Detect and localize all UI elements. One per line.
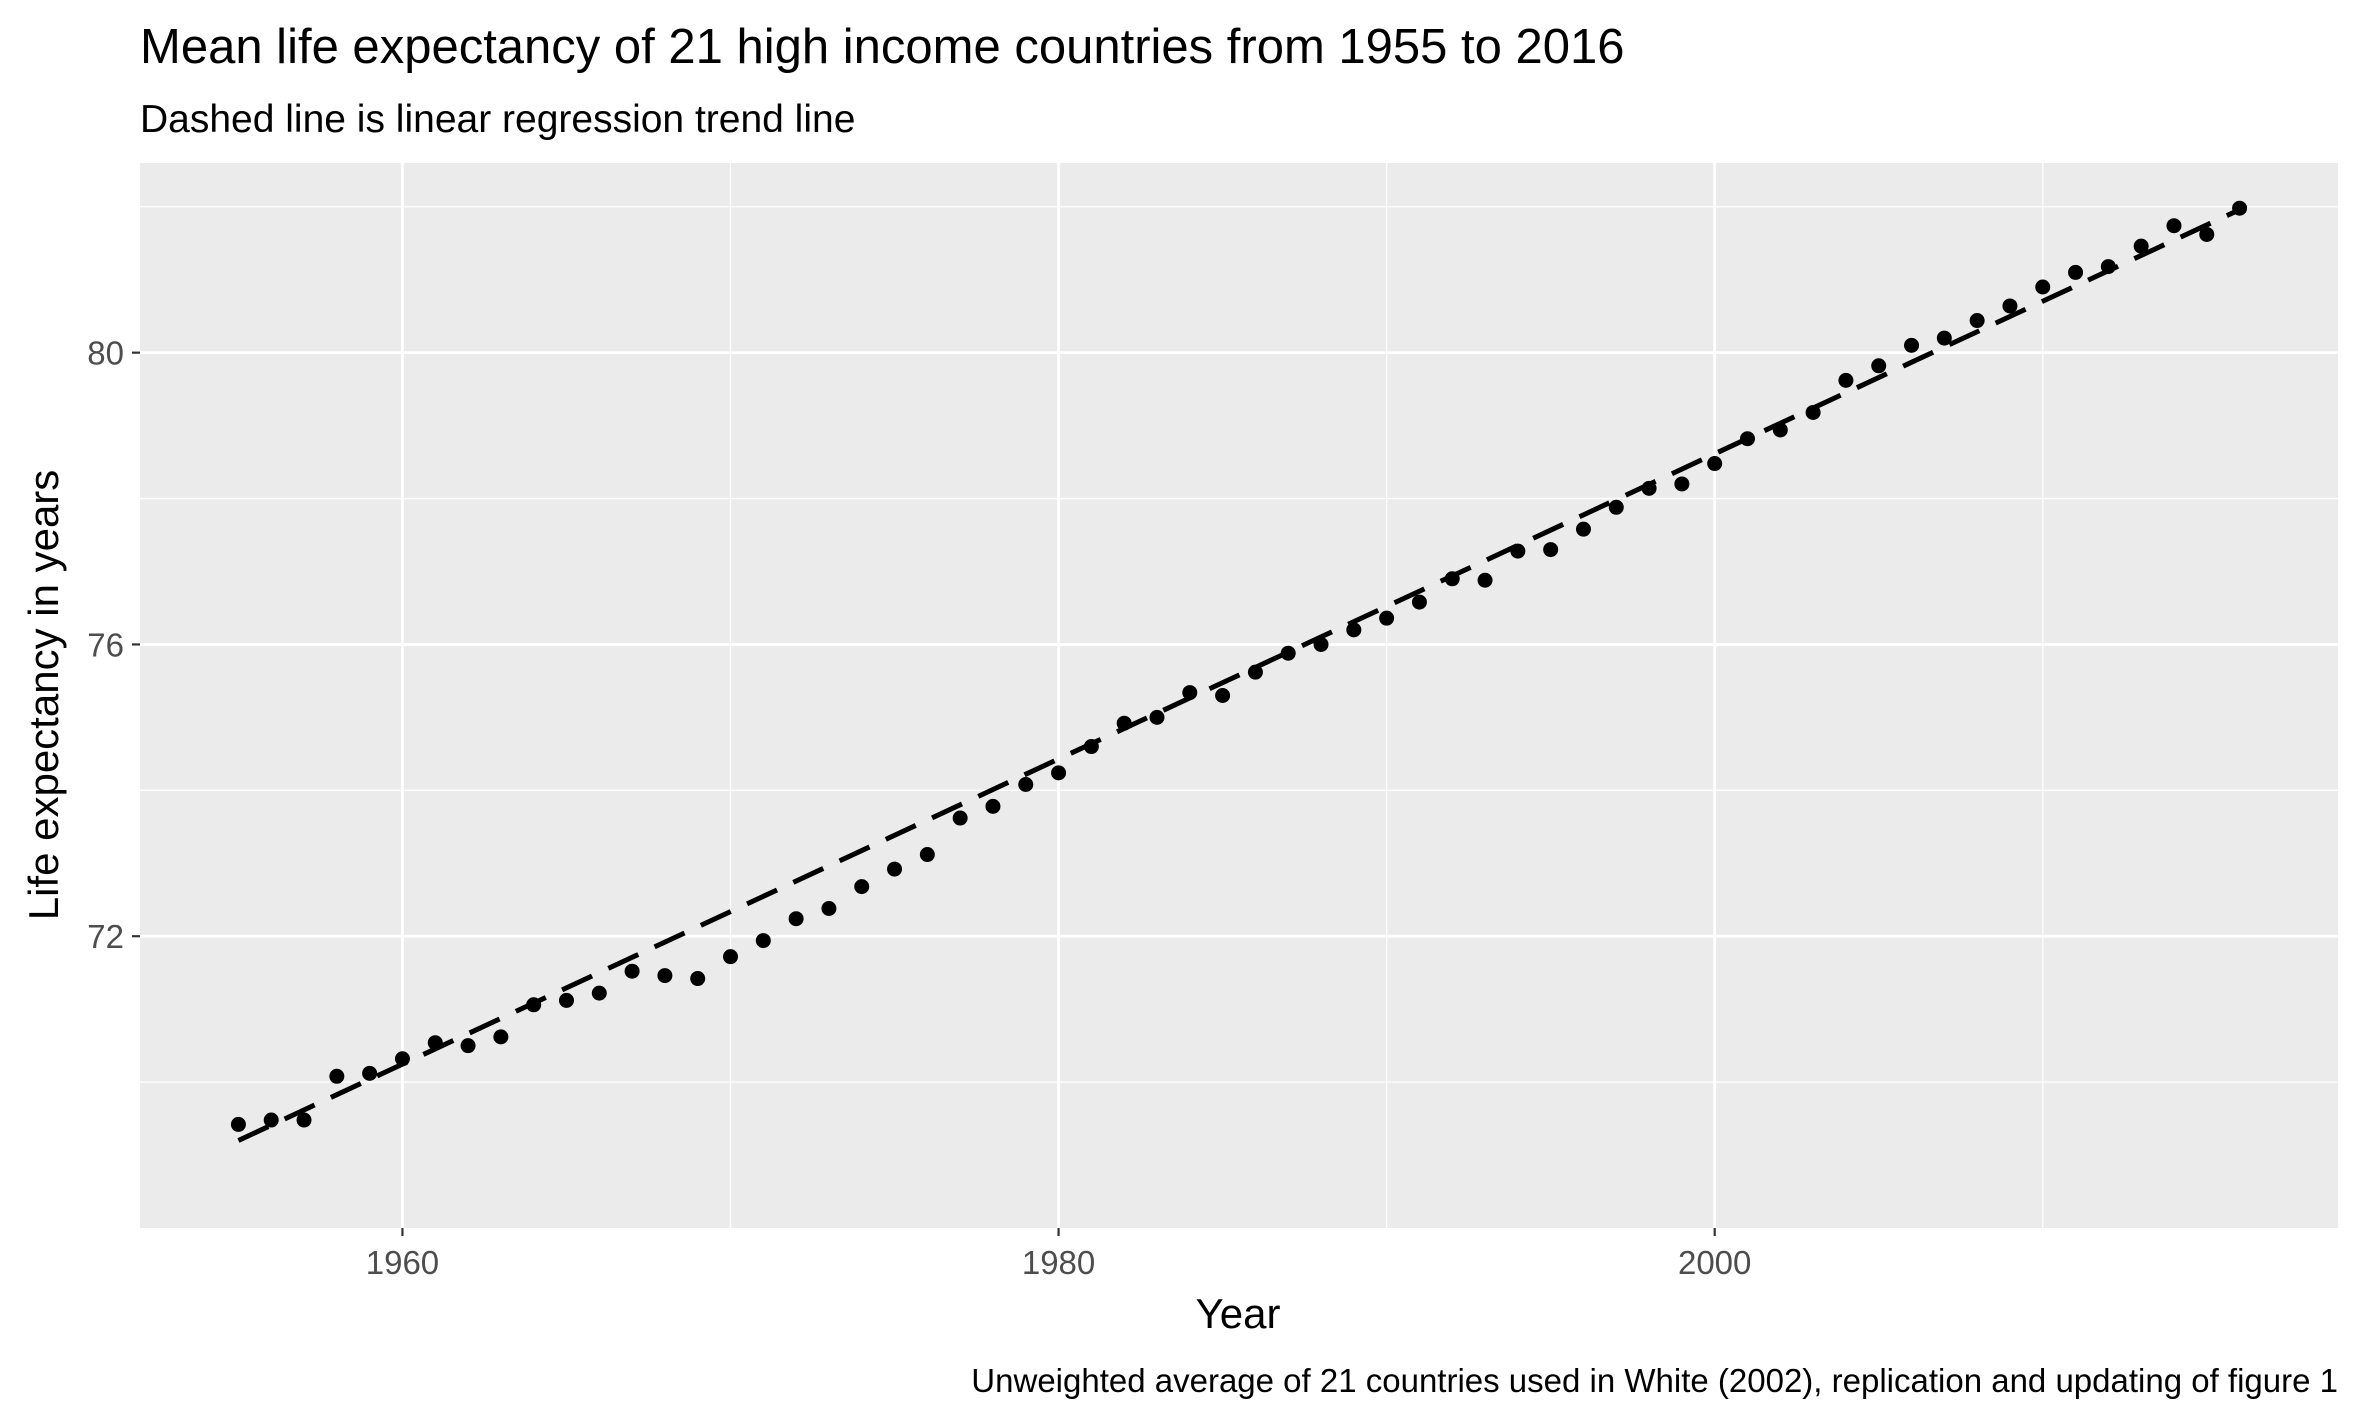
data-point (1313, 636, 1329, 652)
data-point (1444, 571, 1460, 587)
data-point (329, 1068, 345, 1084)
data-point (1247, 664, 1263, 680)
data-point (657, 968, 673, 984)
data-point (394, 1051, 410, 1067)
grid-minor (140, 163, 2338, 1228)
data-point (2166, 218, 2182, 234)
points-layer (230, 200, 2248, 1132)
data-point (526, 997, 542, 1013)
data-point (1018, 776, 1034, 792)
data-point (1772, 422, 1788, 438)
data-point (460, 1038, 476, 1054)
data-point (2232, 200, 2248, 216)
data-point (821, 901, 837, 916)
data-point (1904, 337, 1920, 353)
data-point (690, 971, 706, 987)
data-point (1838, 372, 1854, 388)
data-point (493, 1029, 509, 1045)
data-point (1510, 543, 1526, 559)
data-point (1739, 431, 1755, 447)
y-tick-label: 80 (87, 335, 124, 372)
data-point (1346, 622, 1362, 638)
data-point (2035, 279, 2051, 295)
data-point (1674, 476, 1690, 492)
x-tick-label: 1960 (366, 1244, 439, 1281)
x-axis-ticks: 1960 1980 2000 (366, 1228, 1751, 1281)
data-point (1707, 456, 1723, 472)
data-point (854, 879, 870, 895)
data-point (1641, 480, 1657, 496)
data-point (591, 985, 607, 1001)
data-point (2133, 238, 2149, 254)
grid-major (140, 163, 2338, 1228)
data-point (2002, 298, 2018, 314)
data-point (1116, 715, 1132, 731)
x-tick-label: 2000 (1678, 1244, 1751, 1281)
data-point (1379, 610, 1395, 626)
data-point (723, 949, 739, 965)
data-point (1411, 594, 1427, 610)
data-point (296, 1112, 312, 1128)
data-point (887, 861, 903, 877)
plot-panel (140, 163, 2338, 1228)
y-tick-label: 72 (87, 918, 124, 955)
chart-caption: Unweighted average of 21 countries used … (971, 1362, 2338, 1399)
data-point (1575, 521, 1591, 537)
trend-layer (237, 207, 2241, 1143)
data-point (1182, 685, 1198, 701)
chart-subtitle: Dashed line is linear regression trend l… (140, 98, 855, 141)
data-point (558, 992, 574, 1008)
x-axis-title: Year (1196, 1290, 1281, 1337)
y-axis-title: Life expectancy in years (20, 470, 67, 921)
data-point (1969, 313, 1985, 329)
data-point (2100, 259, 2116, 275)
data-point (263, 1112, 279, 1128)
trend-line (237, 207, 2241, 1143)
data-point (755, 933, 771, 949)
data-point (788, 911, 804, 927)
chart-title: Mean life expectancy of 21 high income c… (140, 20, 1625, 74)
data-point (1149, 709, 1165, 725)
data-point (1477, 572, 1493, 588)
data-point (362, 1065, 378, 1081)
data-point (2199, 226, 2215, 242)
data-point (1215, 688, 1231, 703)
data-point (1936, 330, 1952, 346)
data-point (1083, 739, 1099, 755)
data-point (427, 1035, 443, 1051)
data-point (1051, 765, 1067, 781)
data-point (1805, 404, 1821, 420)
data-point (2068, 264, 2084, 280)
data-point (230, 1116, 246, 1132)
data-point (1871, 358, 1887, 374)
data-point (1608, 499, 1624, 515)
data-point (919, 847, 935, 863)
data-point (952, 810, 968, 826)
data-point (1280, 645, 1296, 661)
data-point (1543, 542, 1559, 558)
data-point (985, 798, 1001, 814)
y-axis-ticks: 72 76 80 (87, 335, 140, 955)
x-tick-label: 1980 (1022, 1244, 1095, 1281)
y-tick-label: 76 (87, 626, 124, 663)
data-point (624, 963, 640, 979)
